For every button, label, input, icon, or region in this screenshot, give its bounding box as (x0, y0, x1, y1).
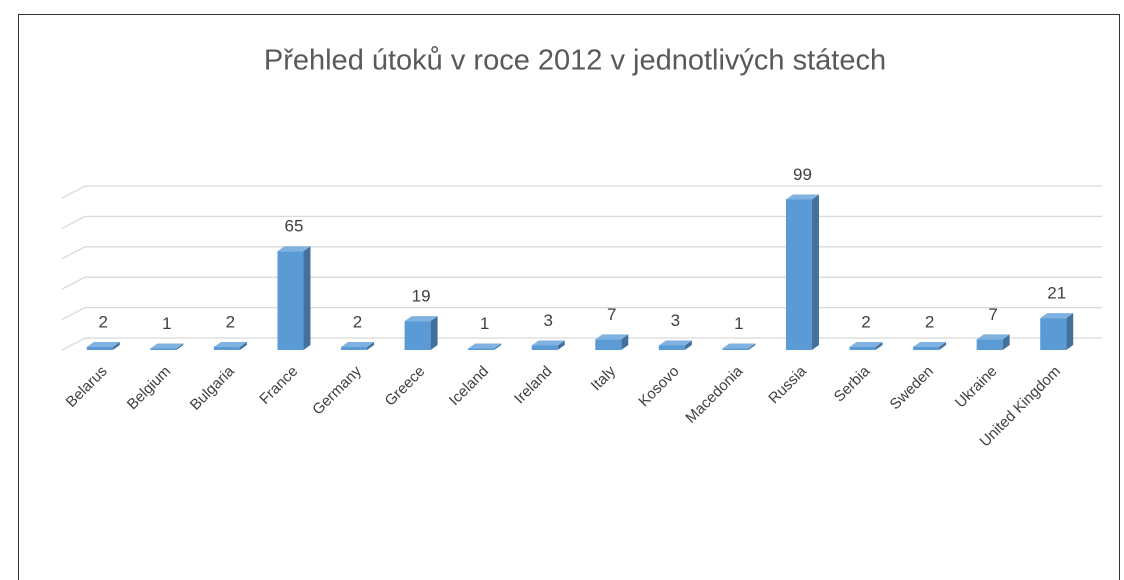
bar (150, 343, 184, 350)
bar-face (367, 341, 375, 350)
bar (404, 316, 438, 350)
data-label: 2 (925, 312, 934, 331)
data-label: 3 (671, 311, 680, 330)
bar-face (595, 339, 622, 350)
bar-face (213, 341, 247, 347)
bar-face (239, 341, 247, 350)
grid-line (61, 215, 1102, 229)
bar (341, 341, 375, 350)
bar (86, 341, 120, 350)
bar-face (722, 348, 749, 350)
data-label: 2 (861, 312, 870, 331)
bar-face (494, 343, 502, 350)
bar (1040, 313, 1074, 350)
bar-face (785, 199, 812, 350)
grid-line (61, 337, 1102, 351)
bar-face (150, 343, 184, 349)
bar-face (86, 346, 113, 350)
data-label: 21 (1047, 284, 1066, 303)
bar-face (341, 346, 368, 350)
bar (976, 334, 1010, 350)
bar (531, 340, 565, 350)
data-label: 3 (543, 311, 552, 330)
bar-face (939, 341, 947, 350)
bar-face (722, 343, 756, 349)
grid-line (61, 306, 1102, 321)
data-label: 2 (99, 312, 108, 331)
bar-face (86, 341, 120, 347)
bar-face (150, 348, 177, 350)
bar-face (213, 346, 240, 350)
bar-face (404, 321, 431, 350)
bar-face (531, 340, 565, 346)
bar-face (430, 316, 438, 350)
data-label: 65 (285, 217, 304, 236)
bar (595, 334, 629, 350)
data-label: 1 (162, 314, 171, 333)
bar-face (849, 346, 876, 350)
bar-face (1040, 318, 1067, 350)
data-label: 2 (226, 312, 235, 331)
bar-face (621, 334, 629, 350)
data-label: 7 (607, 305, 616, 324)
grid-line (61, 246, 1102, 260)
data-label: 19 (412, 287, 431, 306)
bar-face (277, 251, 304, 350)
bar-face (875, 341, 883, 350)
bar-face (341, 341, 375, 347)
bar-face (658, 345, 685, 350)
bar-face (1002, 334, 1010, 350)
bar-face (684, 340, 692, 350)
bar-face (557, 340, 565, 350)
bar (277, 246, 311, 350)
grid-line (61, 185, 1102, 199)
bar-face (976, 339, 1003, 350)
bar-face (811, 194, 819, 350)
chart-border (18, 14, 1120, 580)
bar (913, 341, 947, 350)
chart-title: Přehled útoků v roce 2012 v jednotlivých… (264, 45, 886, 77)
grid-line (61, 276, 1102, 290)
bar-face (277, 246, 311, 252)
bar-face (468, 343, 502, 349)
bar-face (303, 246, 311, 350)
bar (722, 343, 756, 350)
bar-face (748, 343, 756, 350)
bar (468, 343, 502, 350)
data-label: 2 (353, 312, 362, 331)
bar-face (404, 316, 438, 322)
bar-face (1040, 313, 1074, 319)
bar-face (531, 345, 558, 350)
bar (658, 340, 692, 350)
bar-face (785, 194, 819, 200)
bar-face (176, 343, 184, 350)
data-label: 1 (734, 314, 743, 333)
bar-face (658, 340, 692, 346)
bar (213, 341, 247, 350)
data-label: 1 (480, 314, 489, 333)
bar-face (849, 341, 883, 347)
bar-face (112, 341, 120, 350)
bar-face (1066, 313, 1074, 350)
bar (849, 341, 883, 350)
bar (785, 194, 819, 350)
bar-face (976, 334, 1010, 340)
data-label: 99 (793, 165, 812, 184)
bar-face (913, 346, 940, 350)
bar-face (468, 348, 495, 350)
bar-face (595, 334, 629, 340)
bar-face (913, 341, 947, 347)
data-label: 7 (988, 305, 997, 324)
